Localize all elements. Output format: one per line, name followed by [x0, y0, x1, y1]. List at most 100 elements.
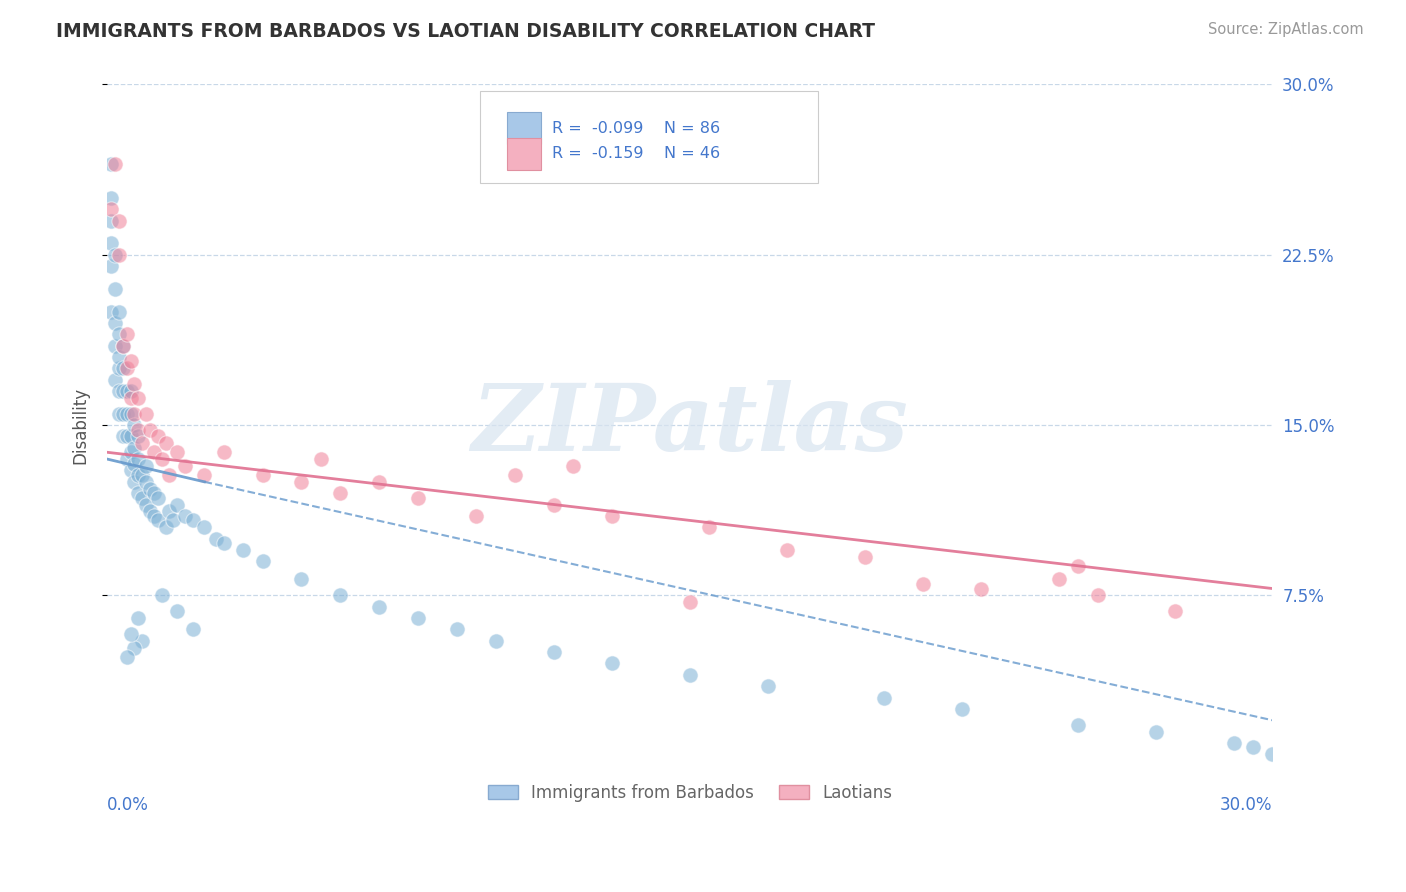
Point [600, 508, 623, 523]
Point [146, 491, 169, 505]
Point [108, 327, 131, 342]
Point [562, 458, 585, 473]
Point [174, 508, 197, 523]
Point [309, 452, 332, 467]
Point [108, 304, 131, 318]
Point [1067, 718, 1090, 732]
Text: Source: ZipAtlas.com: Source: ZipAtlas.com [1208, 22, 1364, 37]
Point [776, 543, 799, 558]
Point [135, 498, 157, 512]
Point [131, 436, 153, 450]
Point [150, 588, 173, 602]
Point [124, 418, 146, 433]
Point [1067, 558, 1090, 573]
Point [115, 649, 138, 664]
Point [232, 543, 254, 558]
Point [104, 373, 127, 387]
FancyBboxPatch shape [479, 91, 818, 183]
Point [142, 508, 165, 523]
Point [181, 623, 204, 637]
Point [406, 491, 429, 505]
Point [368, 599, 391, 614]
Point [115, 327, 138, 342]
Point [131, 633, 153, 648]
Point [252, 554, 274, 568]
Point [290, 475, 312, 489]
Point [600, 657, 623, 671]
Point [104, 282, 127, 296]
FancyBboxPatch shape [508, 112, 541, 144]
Point [120, 429, 142, 443]
Point [146, 429, 169, 443]
Point [100, 213, 122, 227]
Point [543, 498, 565, 512]
Point [100, 259, 122, 273]
Point [120, 354, 142, 368]
Point [1222, 736, 1244, 750]
Point [174, 458, 197, 473]
Point [911, 577, 934, 591]
Point [146, 513, 169, 527]
Text: R =  -0.099    N = 86: R = -0.099 N = 86 [553, 120, 720, 136]
Point [108, 361, 131, 376]
Point [252, 468, 274, 483]
Point [290, 573, 312, 587]
Point [503, 468, 526, 483]
Point [162, 513, 184, 527]
Point [135, 407, 157, 421]
Point [127, 423, 149, 437]
Y-axis label: Disability: Disability [72, 386, 89, 464]
Point [115, 361, 138, 376]
Point [166, 604, 188, 618]
Point [139, 482, 162, 496]
Point [104, 248, 127, 262]
Point [111, 338, 134, 352]
Point [124, 640, 146, 655]
Point [100, 236, 122, 251]
Point [104, 316, 127, 330]
Text: R =  -0.159    N = 46: R = -0.159 N = 46 [553, 146, 720, 161]
Text: IMMIGRANTS FROM BARBADOS VS LAOTIAN DISABILITY CORRELATION CHART: IMMIGRANTS FROM BARBADOS VS LAOTIAN DISA… [56, 22, 876, 41]
Point [193, 520, 215, 534]
Point [124, 475, 146, 489]
FancyBboxPatch shape [508, 138, 541, 169]
Point [108, 407, 131, 421]
Point [205, 532, 228, 546]
Point [127, 611, 149, 625]
Point [155, 436, 177, 450]
Point [970, 582, 993, 596]
Point [446, 623, 468, 637]
Point [131, 491, 153, 505]
Point [465, 508, 488, 523]
Point [142, 445, 165, 459]
Point [212, 445, 235, 459]
Point [120, 407, 142, 421]
Point [127, 486, 149, 500]
Point [115, 384, 138, 398]
Point [166, 498, 188, 512]
Point [108, 384, 131, 398]
Point [111, 361, 134, 376]
Point [115, 407, 138, 421]
Point [120, 627, 142, 641]
Text: 0.0%: 0.0% [107, 797, 149, 814]
Point [135, 475, 157, 489]
Point [100, 191, 122, 205]
Point [697, 520, 720, 534]
Point [155, 520, 177, 534]
Point [368, 475, 391, 489]
Point [406, 611, 429, 625]
Point [1087, 588, 1109, 602]
Point [124, 441, 146, 455]
Point [111, 384, 134, 398]
Point [1261, 747, 1284, 762]
Point [108, 350, 131, 364]
Point [159, 504, 181, 518]
Point [111, 407, 134, 421]
Point [1144, 724, 1167, 739]
Point [111, 338, 134, 352]
Point [131, 468, 153, 483]
Point [139, 504, 162, 518]
Point [108, 248, 131, 262]
Point [124, 457, 146, 471]
